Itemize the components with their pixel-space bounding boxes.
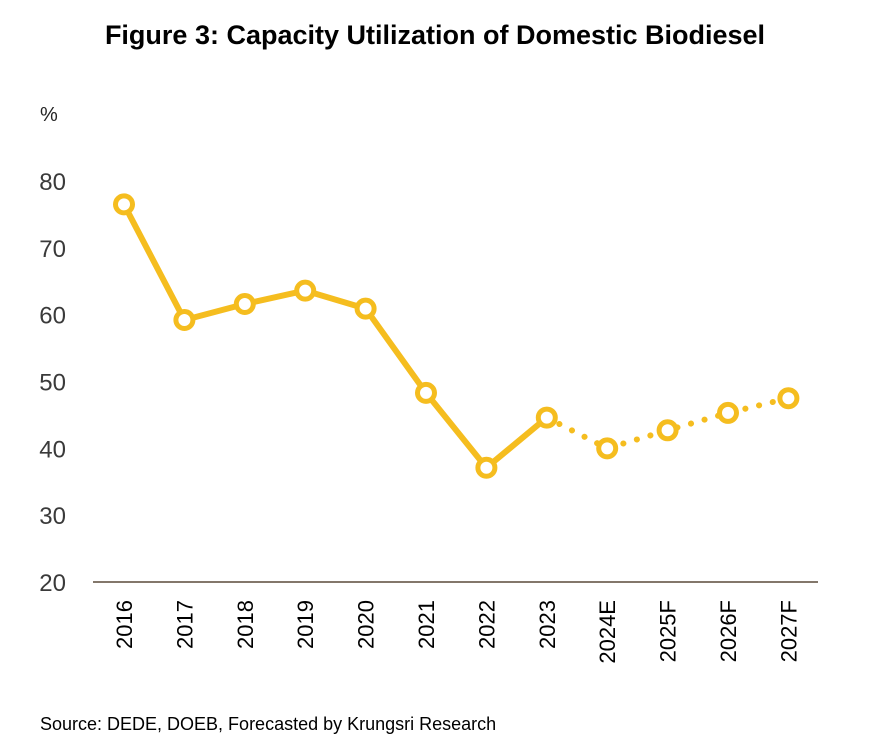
x-tick-label: 2018 xyxy=(233,600,258,649)
y-tick-label: 40 xyxy=(39,436,66,463)
y-axis-unit-label: % xyxy=(40,104,58,126)
y-tick-label: 60 xyxy=(39,303,66,330)
data-point xyxy=(113,193,135,216)
x-tick-label: 2024E xyxy=(595,600,620,664)
series-lines xyxy=(121,201,792,471)
data-point xyxy=(656,419,679,442)
data-point xyxy=(535,406,558,429)
data-point xyxy=(354,297,377,320)
x-tick-label: 2019 xyxy=(293,600,318,649)
x-tick-label: 2026F xyxy=(716,600,741,662)
chart-title: Figure 3: Capacity Utilization of Domest… xyxy=(104,20,766,50)
y-tick-label: 20 xyxy=(39,570,66,597)
x-tick-label: 2017 xyxy=(172,600,197,649)
y-tick-label: 50 xyxy=(39,370,66,397)
x-tick-label: 2027F xyxy=(776,600,801,662)
x-tick-label: 2023 xyxy=(535,600,560,649)
data-point xyxy=(596,437,619,460)
source-note: Source: DEDE, DOEB, Forecasted by Krungs… xyxy=(40,714,497,734)
y-axis-ticks: 20 30 40 50 60 70 80 xyxy=(39,169,66,597)
data-point xyxy=(173,309,196,332)
x-tick-label: 2025F xyxy=(656,600,681,662)
forecast-series-line xyxy=(543,395,792,452)
data-point xyxy=(294,279,317,302)
data-point xyxy=(415,381,437,404)
data-point xyxy=(233,292,256,315)
y-tick-label: 70 xyxy=(39,236,66,263)
actual-series-line xyxy=(121,201,550,471)
y-tick-label: 30 xyxy=(39,503,66,530)
y-tick-label: 80 xyxy=(39,169,66,196)
x-tick-label: 2016 xyxy=(112,600,137,649)
data-point xyxy=(777,387,800,410)
x-tick-label: 2020 xyxy=(354,600,379,649)
x-tick-label: 2022 xyxy=(474,600,499,649)
data-point xyxy=(475,456,498,479)
x-tick-label: 2021 xyxy=(414,600,439,649)
data-point xyxy=(717,401,739,424)
x-axis-ticks: 2016 2017 2018 2019 2020 2021 2022 2023 2024E 202… xyxy=(112,600,801,664)
series-points xyxy=(113,193,800,479)
